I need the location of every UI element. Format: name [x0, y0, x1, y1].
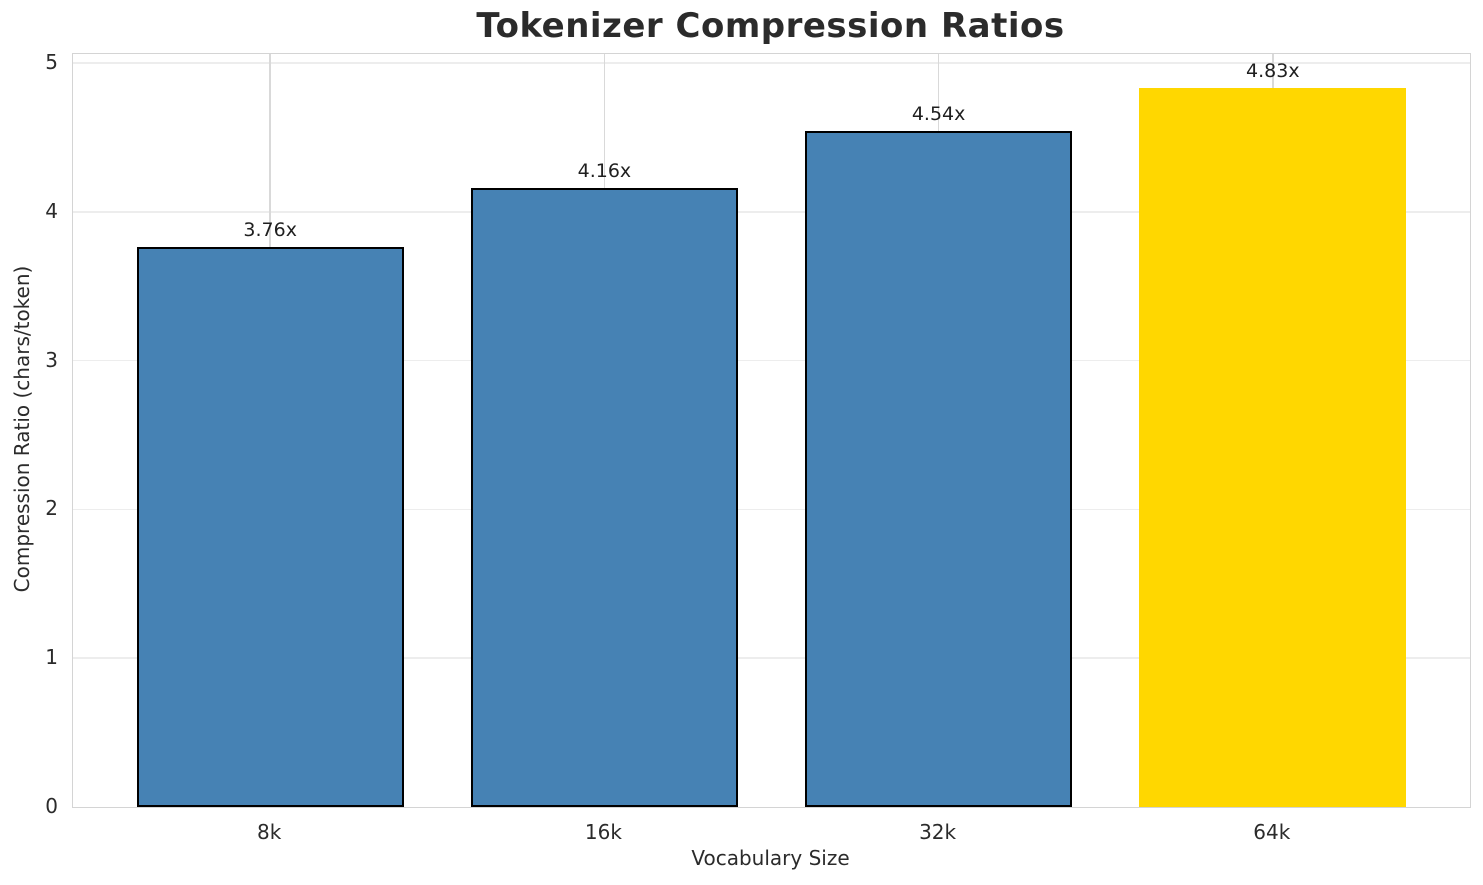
x-tick-label: 32k	[919, 820, 957, 844]
bar-8k	[136, 247, 404, 807]
bar-32k	[804, 131, 1073, 807]
bar-value-label: 4.54x	[911, 103, 966, 126]
x-tick-label: 8k	[257, 820, 282, 844]
gridline-horizontal	[73, 657, 1470, 659]
y-axis-label: Compression Ratio (chars/token)	[10, 265, 34, 593]
y-tick-label: 1	[45, 645, 58, 670]
gridline-horizontal	[73, 359, 1470, 362]
bar-value-label: 3.76x	[243, 219, 297, 242]
x-axis-label: Vocabulary Size	[691, 846, 850, 870]
bar-64k	[1139, 88, 1407, 807]
x-tick-label: 16k	[584, 820, 622, 844]
x-tick-label: 64k	[1253, 820, 1291, 844]
y-tick-label: 2	[45, 496, 58, 521]
y-tick-label: 5	[45, 49, 58, 74]
gridline-horizontal	[73, 211, 1470, 213]
bar-16k	[470, 187, 739, 807]
y-tick-label: 4	[45, 198, 58, 223]
plot-area: 3.76x 4.16x 4.54x 4.83x	[72, 53, 1471, 808]
y-tick-label: 3	[45, 347, 58, 372]
bar-value-label: 4.83x	[1246, 60, 1300, 83]
chart-title: Tokenizer Compression Ratios	[476, 6, 1065, 46]
gridline-horizontal	[73, 508, 1470, 511]
gridline-horizontal	[73, 62, 1470, 64]
y-tick-label: 0	[45, 794, 58, 818]
bar-value-label: 4.16x	[577, 159, 632, 182]
